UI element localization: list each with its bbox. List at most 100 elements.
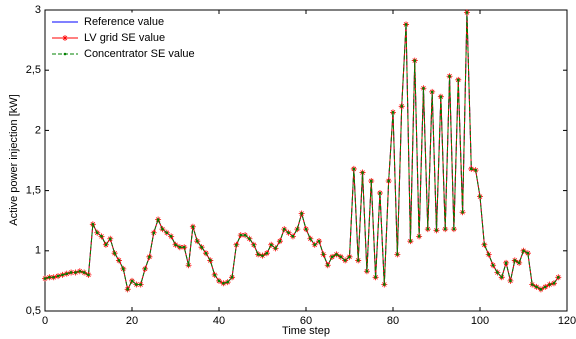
dot-marker	[543, 285, 547, 289]
legend-label: Concentrator SE value	[84, 48, 195, 60]
dot-marker	[322, 253, 325, 256]
dot-marker	[400, 105, 404, 108]
dot-marker	[61, 273, 64, 277]
dot-marker	[52, 275, 55, 279]
dot-marker	[483, 243, 486, 247]
dot-marker	[504, 261, 508, 265]
dot-marker	[69, 271, 73, 274]
dot-marker	[296, 227, 299, 231]
dot-marker	[87, 273, 90, 277]
dot-marker	[282, 227, 286, 231]
dot-marker	[374, 275, 377, 279]
dot-marker	[526, 251, 530, 255]
dot-marker	[313, 243, 317, 247]
dot-marker	[235, 243, 238, 247]
dot-marker	[252, 243, 256, 247]
dot-marker	[204, 251, 208, 255]
dot-marker	[161, 227, 164, 231]
dot-marker	[500, 275, 504, 279]
dot-marker	[387, 179, 390, 183]
dot-marker	[439, 95, 443, 98]
dot-marker	[95, 231, 99, 235]
dot-marker	[343, 259, 347, 262]
dot-marker	[243, 233, 247, 237]
dot-marker	[139, 283, 142, 286]
dot-marker	[56, 274, 60, 278]
dot-marker	[369, 179, 373, 183]
dot-marker	[174, 243, 177, 247]
legend-label: LV grid SE value	[84, 32, 165, 44]
dot-marker	[300, 212, 303, 215]
dot-marker	[100, 235, 103, 238]
dot-marker	[287, 231, 290, 235]
dot-marker	[209, 259, 212, 262]
x-tick-label: 80	[387, 315, 399, 327]
dot-marker	[409, 239, 412, 243]
dot-marker	[552, 282, 556, 285]
dot-marker	[269, 243, 273, 247]
dot-marker	[126, 288, 129, 291]
dot-marker	[461, 210, 464, 214]
y-tick-label: 0,5	[26, 305, 41, 317]
dot-marker	[135, 283, 138, 286]
dot-marker	[265, 251, 269, 255]
x-tick-label: 0	[42, 315, 48, 327]
dot-marker	[82, 271, 86, 274]
dot-marker	[304, 227, 308, 231]
dot-marker	[496, 271, 499, 274]
dot-marker	[104, 243, 108, 247]
dot-marker	[426, 227, 430, 231]
dot-marker	[65, 272, 69, 275]
dot-marker	[291, 235, 295, 238]
legend-label: Reference value	[84, 16, 164, 28]
dot-marker	[356, 259, 360, 262]
y-tick-label: 1	[35, 245, 41, 257]
y-tick-label: 2,5	[26, 64, 41, 76]
dot-marker	[222, 282, 225, 285]
x-tick-label: 100	[471, 315, 489, 327]
y-tick-label: 3	[35, 4, 41, 16]
dot-marker	[143, 267, 147, 271]
dot-marker	[487, 253, 491, 256]
dot-marker	[456, 78, 460, 82]
dot-marker	[43, 277, 47, 280]
dot-marker	[230, 275, 234, 279]
dot-marker	[548, 283, 551, 286]
dot-marker	[557, 275, 560, 279]
dot-marker	[361, 171, 364, 174]
x-tick-label: 120	[558, 315, 576, 327]
dot-marker	[182, 245, 186, 249]
dot-marker	[326, 263, 330, 267]
dot-marker	[317, 239, 321, 243]
dot-marker	[383, 283, 386, 286]
dot-marker	[513, 259, 517, 262]
dot-marker	[113, 251, 116, 255]
dot-marker	[191, 225, 195, 229]
dot-marker	[309, 237, 312, 241]
dot-marker	[474, 168, 477, 172]
dot-marker	[330, 255, 334, 259]
dot-marker	[239, 233, 243, 237]
dot-marker	[509, 279, 512, 283]
dot-marker	[178, 245, 182, 249]
dot-marker	[187, 263, 190, 267]
y-axis-label: Active power injection [kW]	[8, 94, 20, 225]
dot-marker	[274, 247, 277, 250]
dot-marker	[339, 255, 343, 259]
dot-marker	[108, 237, 112, 241]
dot-marker	[278, 239, 282, 243]
dot-marker	[391, 111, 395, 114]
dot-marker	[152, 231, 156, 235]
dot-marker	[74, 271, 77, 274]
dot-marker	[156, 218, 160, 221]
dot-marker	[352, 167, 356, 171]
dot-marker	[91, 223, 95, 226]
dot-marker	[448, 74, 451, 78]
dot-marker	[365, 269, 369, 273]
y-tick-label: 1,5	[26, 185, 41, 197]
dot-marker	[335, 253, 338, 256]
y-tick-label: 2	[35, 124, 41, 136]
dot-marker	[63, 52, 67, 56]
dot-marker	[261, 254, 264, 257]
